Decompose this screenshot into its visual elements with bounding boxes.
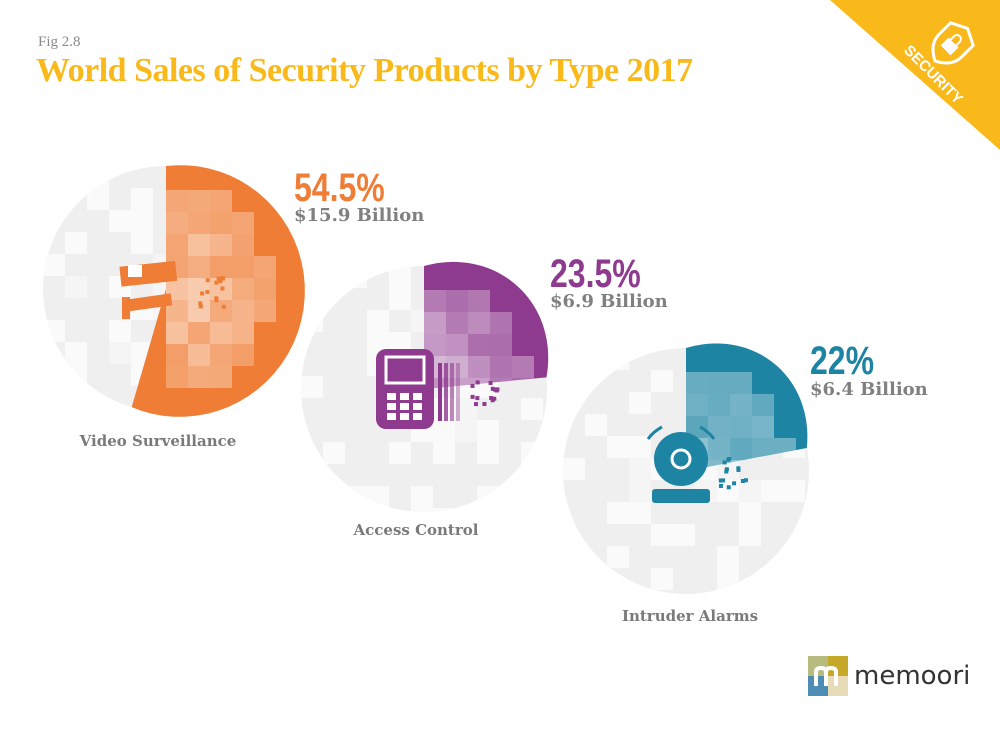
figure-label: Fig 2.8 [38,34,81,50]
category-label: Video Surveillance [79,432,237,450]
percent-label: 54.5% [294,166,385,210]
percent-label: 23.5% [550,252,641,296]
security-badge: SECURITY [830,0,1000,150]
slice-tiles [166,190,276,388]
memoori-logo: memoori [808,656,970,696]
cctv-camera-icon [119,260,226,319]
category-label: Intruder Alarms [621,607,759,625]
pie-slice [686,343,808,471]
pie-3 [563,343,809,594]
memoori-logo-mark [808,656,848,696]
shield-lock-icon [931,21,975,65]
keypad-icon [376,349,500,429]
value-label: $15.9 Billion [294,205,425,226]
alarm-bell-icon [646,425,748,503]
pie-2 [301,261,549,512]
chart-title: World Sales of Security Products by Type… [36,52,693,89]
value-label: $6.4 Billion [810,379,928,400]
value-label: $6.9 Billion [550,291,668,312]
logo-text: memoori [854,661,971,691]
pie-1 [43,165,305,417]
category-label: Access Control [353,521,479,539]
percent-label: 22% [810,339,875,383]
